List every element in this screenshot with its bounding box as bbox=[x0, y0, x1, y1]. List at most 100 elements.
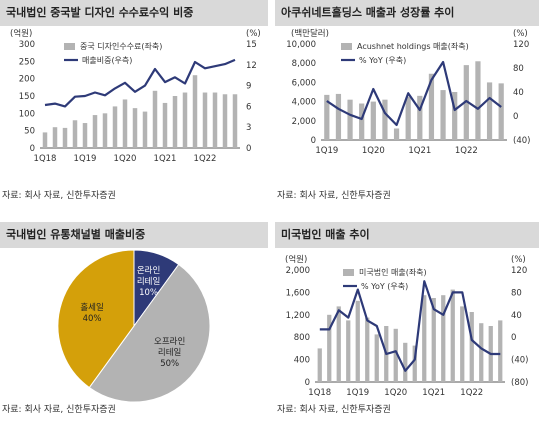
y2-tick-label: 12 bbox=[246, 61, 257, 71]
bar bbox=[142, 111, 148, 148]
bar bbox=[192, 75, 198, 148]
x-tick-label: 1Q19 bbox=[346, 388, 369, 398]
legend-swatch-bar bbox=[64, 43, 75, 50]
y-tick-label: 1,200 bbox=[286, 311, 310, 321]
legend-label: 매출비중(우측) bbox=[82, 55, 132, 65]
bar bbox=[52, 127, 58, 148]
bar bbox=[440, 90, 446, 140]
pie-slice bbox=[88, 263, 211, 402]
bar bbox=[82, 123, 88, 148]
bar bbox=[412, 345, 417, 382]
bar bbox=[122, 99, 128, 148]
y-tick-label: 800 bbox=[294, 333, 310, 343]
y-tick-label: 8,000 bbox=[292, 59, 316, 69]
y-tick-label: 2,000 bbox=[292, 117, 316, 127]
bar bbox=[460, 306, 465, 382]
us-sales-chart: (억원) (%) 0 400 800 1,200 1,600 2,000 (80) (40) 0 40… bbox=[285, 254, 528, 398]
y-tick-label: 250 bbox=[19, 57, 35, 67]
bar bbox=[498, 320, 503, 382]
left-axis-unit: (억원) bbox=[285, 254, 307, 265]
y2-tick-label: 0 bbox=[511, 333, 516, 343]
y2-tick-label: 0 bbox=[246, 144, 251, 154]
pie-label: 홀세일 bbox=[80, 302, 103, 313]
legend-swatch-bar bbox=[341, 43, 352, 50]
y-tick-label: 0 bbox=[311, 136, 316, 146]
x-tick-label: 1Q20 bbox=[384, 388, 407, 398]
x-tick-label: 1Q22 bbox=[455, 146, 478, 156]
y2-tick-label: 120 bbox=[511, 266, 527, 276]
bar bbox=[475, 61, 481, 140]
x-tick-label: 1Q21 bbox=[154, 154, 177, 164]
y-tick-label: 200 bbox=[19, 75, 35, 85]
y-tick-label: 1,600 bbox=[286, 288, 310, 298]
bar bbox=[102, 113, 108, 148]
panel-title: 미국법인 매출 추이 bbox=[275, 222, 539, 248]
bar bbox=[417, 95, 423, 140]
y2-tick-label: 40 bbox=[511, 311, 522, 321]
source-note: 자료: 회사 자료, 신한투자증권 bbox=[277, 191, 391, 201]
legend-swatch-bar bbox=[343, 269, 354, 276]
bar bbox=[370, 101, 376, 140]
right-axis-unit: (%) bbox=[511, 255, 526, 265]
y2-tick-label: 80 bbox=[511, 288, 522, 298]
bar bbox=[202, 92, 208, 148]
x-tick-label: 1Q18 bbox=[34, 154, 57, 164]
y2-tick-label: (40) bbox=[513, 136, 530, 146]
bar bbox=[232, 94, 238, 148]
bar bbox=[172, 96, 178, 148]
pie-slice bbox=[57, 250, 135, 389]
bar bbox=[450, 289, 455, 382]
y-tick-label: 50 bbox=[24, 127, 35, 137]
x-tick-label: 1Q19 bbox=[74, 154, 97, 164]
y2-tick-label: 6 bbox=[246, 102, 251, 112]
y-tick-label: 150 bbox=[19, 92, 35, 102]
legend-label: % YoY (우축) bbox=[361, 282, 408, 291]
pie-label: 리테일 bbox=[158, 348, 181, 358]
bar bbox=[463, 65, 469, 140]
bar bbox=[182, 92, 188, 148]
bar bbox=[72, 120, 78, 148]
bar bbox=[327, 314, 332, 382]
y-tick-label: 300 bbox=[19, 40, 35, 50]
bar bbox=[498, 83, 504, 140]
series-line bbox=[326, 60, 502, 127]
pie-label: 40% bbox=[83, 314, 102, 324]
bar bbox=[403, 342, 408, 382]
pie-label: 50% bbox=[160, 359, 179, 369]
legend-label: 미국법인 매출(좌축) bbox=[359, 267, 427, 277]
y-tick-label: 100 bbox=[19, 109, 35, 119]
acushnet-sales-chart: (백만달러) (%) 0 2,000 4,000 6,000 8,000 10,000 (40)… bbox=[286, 28, 530, 156]
y2-tick-label: (80) bbox=[511, 378, 528, 388]
bar bbox=[479, 323, 484, 382]
source-note: 자료: 회사 자료, 신한투자증권 bbox=[277, 405, 391, 415]
y-tick-label: 10,000 bbox=[286, 40, 316, 50]
panel-china-design-fee: 국내법인 중국발 디자인 수수료수익 비중 (억원) (%) 0 50 100 150 20… bbox=[0, 0, 268, 208]
bar bbox=[324, 94, 330, 140]
y2-tick-label: (40) bbox=[511, 356, 528, 366]
bar bbox=[365, 317, 370, 382]
y2-tick-label: 40 bbox=[513, 88, 524, 98]
right-axis-unit: (%) bbox=[513, 29, 528, 39]
panel-channel-mix: 국내법인 유통채널별 매출비중 온라인 리테일 10% 오프라인 리테일 50% 홀세일 40… bbox=[0, 222, 268, 428]
y-tick-label: 400 bbox=[294, 356, 310, 366]
bar bbox=[152, 90, 158, 148]
panel-title: 국내법인 중국발 디자인 수수료수익 비중 bbox=[0, 0, 268, 26]
bar bbox=[431, 298, 436, 382]
source-note: 자료: 회사 자료, 신한투자증권 bbox=[2, 405, 116, 415]
right-axis-unit: (%) bbox=[246, 29, 261, 39]
y2-tick-label: 9 bbox=[246, 82, 251, 92]
y-tick-label: 4,000 bbox=[292, 98, 316, 108]
series-line bbox=[44, 58, 236, 108]
legend-label: 중국 디자인수수료(좌축) bbox=[80, 41, 162, 51]
source-note: 자료: 회사 자료, 신한투자증권 bbox=[2, 191, 116, 201]
bar bbox=[359, 103, 365, 140]
bar bbox=[212, 92, 218, 148]
panel-title: 국내법인 유통채널별 매출비중 bbox=[0, 222, 268, 248]
x-tick-label: 1Q21 bbox=[422, 388, 445, 398]
y2-tick-label: 0 bbox=[513, 112, 518, 122]
bar bbox=[393, 128, 400, 140]
bar bbox=[486, 82, 493, 140]
y-tick-label: 2,000 bbox=[286, 266, 310, 276]
bar bbox=[452, 92, 458, 140]
